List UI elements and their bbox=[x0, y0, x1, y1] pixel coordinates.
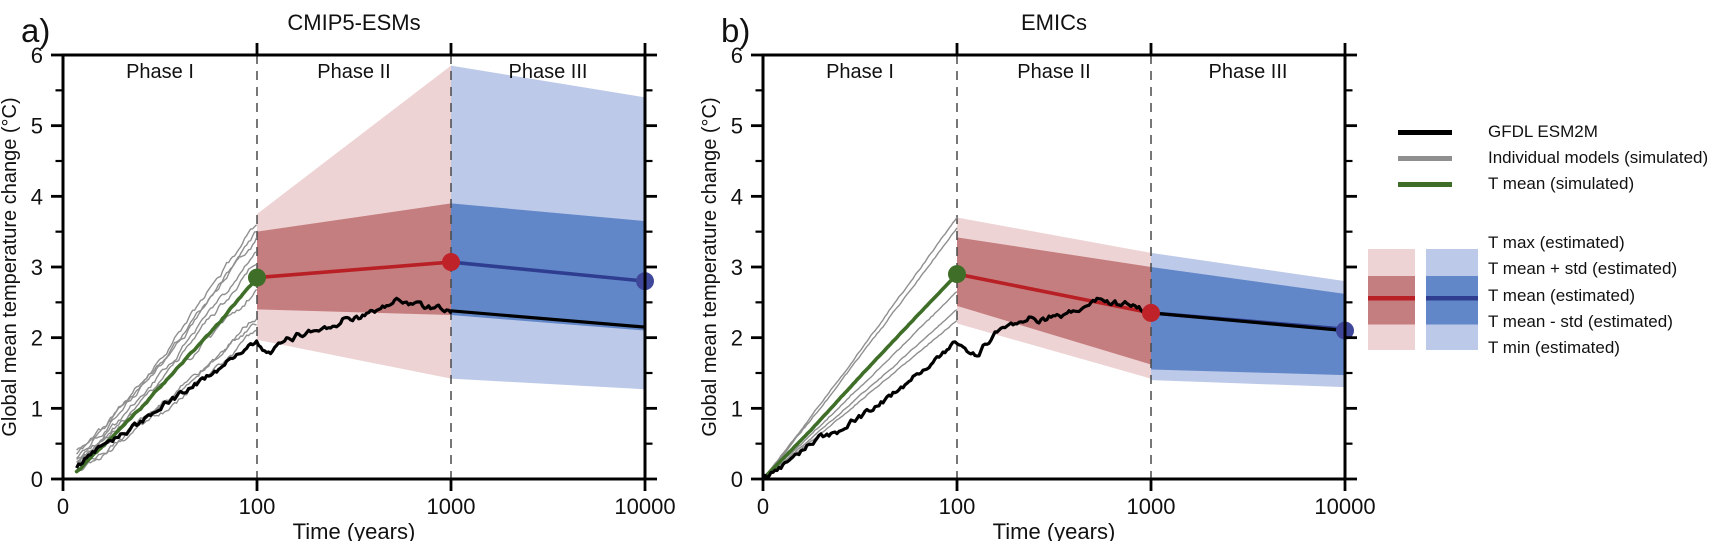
svg-text:1: 1 bbox=[731, 396, 743, 421]
svg-text:0: 0 bbox=[31, 467, 43, 492]
svg-text:100: 100 bbox=[939, 494, 976, 519]
svg-text:4: 4 bbox=[31, 184, 43, 209]
svg-text:Global mean temperature change: Global mean temperature change (°C) bbox=[0, 97, 21, 436]
svg-text:b): b) bbox=[721, 12, 750, 49]
svg-text:6: 6 bbox=[731, 43, 743, 68]
svg-text:100: 100 bbox=[239, 494, 276, 519]
svg-text:5: 5 bbox=[731, 114, 743, 139]
svg-text:Phase III: Phase III bbox=[509, 61, 588, 83]
svg-text:0: 0 bbox=[731, 467, 743, 492]
svg-text:Time (years): Time (years) bbox=[993, 519, 1116, 541]
legend-label-gfdl: GFDL ESM2M bbox=[1488, 122, 1598, 141]
legend-label-tmax: T max (estimated) bbox=[1488, 233, 1625, 252]
svg-text:5: 5 bbox=[31, 114, 43, 139]
svg-text:Phase III: Phase III bbox=[1209, 61, 1288, 83]
svg-text:Phase I: Phase I bbox=[126, 61, 194, 83]
svg-text:2: 2 bbox=[31, 326, 43, 351]
legend-label-tmean-plus-std: T mean + std (estimated) bbox=[1488, 259, 1678, 278]
legend-label-tmean-minus-std: T mean - std (estimated) bbox=[1488, 312, 1673, 331]
legend-line-sample-green bbox=[1398, 181, 1452, 187]
svg-text:0: 0 bbox=[757, 494, 769, 519]
svg-text:10000: 10000 bbox=[614, 494, 675, 519]
svg-text:1: 1 bbox=[31, 396, 43, 421]
legend-item-individual-models: Individual models (simulated) bbox=[1398, 145, 1708, 171]
legend-label-individual-models: Individual models (simulated) bbox=[1488, 148, 1709, 167]
svg-text:Global mean temperature change: Global mean temperature change (°C) bbox=[699, 97, 721, 436]
svg-text:6: 6 bbox=[31, 43, 43, 68]
svg-text:10000: 10000 bbox=[1314, 494, 1375, 519]
legend-swatch-red bbox=[1368, 249, 1415, 350]
legend-swatch-blue bbox=[1426, 249, 1478, 350]
legend-line-sample-gray bbox=[1398, 155, 1452, 161]
svg-text:3: 3 bbox=[31, 255, 43, 280]
svg-text:2: 2 bbox=[731, 326, 743, 351]
svg-text:CMIP5-ESMs: CMIP5-ESMs bbox=[287, 10, 420, 35]
svg-text:Phase I: Phase I bbox=[826, 61, 894, 83]
svg-text:Phase II: Phase II bbox=[317, 61, 390, 83]
svg-text:3: 3 bbox=[731, 255, 743, 280]
legend-item-gfdl: GFDL ESM2M bbox=[1398, 119, 1598, 145]
svg-text:Time (years): Time (years) bbox=[293, 519, 416, 541]
legend-item-tmean-simulated: T mean (simulated) bbox=[1398, 171, 1634, 197]
svg-text:EMICs: EMICs bbox=[1021, 10, 1087, 35]
svg-text:1000: 1000 bbox=[427, 494, 476, 519]
svg-text:1000: 1000 bbox=[1127, 494, 1176, 519]
svg-text:a): a) bbox=[21, 12, 50, 49]
svg-text:4: 4 bbox=[731, 184, 743, 209]
svg-text:0: 0 bbox=[57, 494, 69, 519]
legend-label-tmean-estimated: T mean (estimated) bbox=[1488, 286, 1636, 305]
legend-line-sample-black bbox=[1398, 129, 1452, 135]
svg-text:Phase II: Phase II bbox=[1017, 61, 1090, 83]
legend-label-tmean-simulated: T mean (simulated) bbox=[1488, 174, 1635, 193]
legend-label-tmin: T min (estimated) bbox=[1488, 338, 1620, 357]
